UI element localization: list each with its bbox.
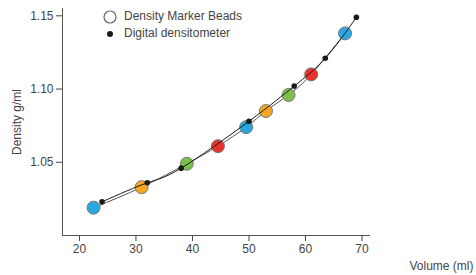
svg-text:1.05: 1.05 [30, 155, 54, 169]
svg-text:60: 60 [299, 242, 313, 256]
svg-text:50: 50 [242, 242, 256, 256]
svg-text:70: 70 [355, 242, 369, 256]
svg-text:1.15: 1.15 [30, 9, 54, 23]
html-text:Density Marker Beads: Density Marker Beads [124, 9, 242, 23]
svg-text:20: 20 [73, 242, 87, 256]
svg-text:30: 30 [129, 242, 143, 256]
svg-text:1.10: 1.10 [30, 82, 54, 96]
svg-text:40: 40 [186, 242, 200, 256]
svg-text:Volume (ml): Volume (ml) [409, 259, 473, 273]
svg-text:Density g/ml: Density g/ml [10, 89, 24, 155]
html-text:Digital densitometer: Digital densitometer [124, 26, 231, 40]
